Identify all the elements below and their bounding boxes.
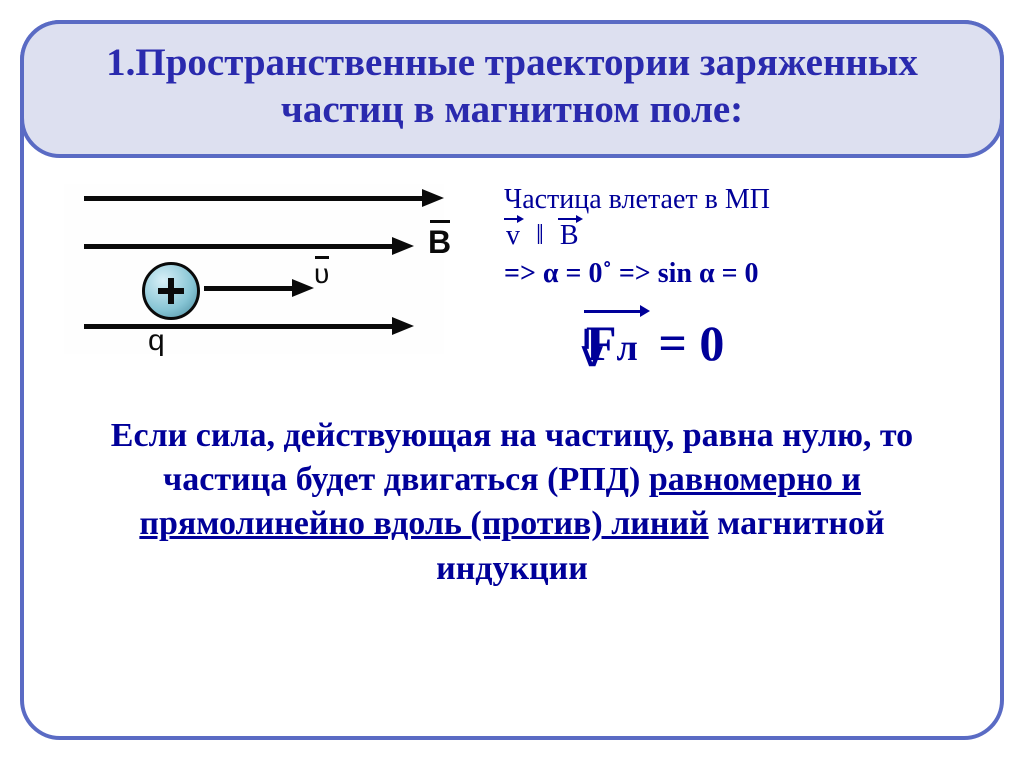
symbol-v: υ — [314, 258, 329, 290]
text-line-2: v ǁ B — [504, 220, 770, 252]
lorentz-force-zero: Fл = 0 — [584, 314, 724, 372]
particle-positive — [142, 262, 200, 320]
vector-F: Fл — [584, 314, 646, 372]
vector-B: B — [558, 220, 581, 252]
title-box: 1.Пространственные траектории заряженных… — [20, 20, 1004, 158]
symbol-q: q — [148, 324, 165, 358]
slide-frame: 1.Пространственные траектории заряженных… — [20, 20, 1004, 740]
field-line-1 — [84, 196, 424, 201]
explanation-text: Частица влетает в МП v ǁ B => α = 0˚ => … — [504, 184, 770, 290]
text-line-1: Частица влетает в МП — [504, 184, 770, 216]
slide-title: 1.Пространственные траектории заряженных… — [54, 40, 970, 134]
field-diagram: B υ q — [64, 184, 444, 354]
plus-icon — [158, 278, 184, 304]
velocity-arrow — [204, 286, 294, 291]
conclusion-paragraph: Если сила, действующая на частицу, равна… — [84, 414, 940, 591]
parallel-symbol: ǁ — [536, 220, 544, 251]
text-line-3: => α = 0˚ => sin α = 0 — [504, 258, 770, 290]
vector-v: v — [504, 220, 522, 252]
symbol-B: B — [428, 224, 451, 261]
field-line-3 — [84, 324, 394, 329]
field-line-2 — [84, 244, 394, 249]
